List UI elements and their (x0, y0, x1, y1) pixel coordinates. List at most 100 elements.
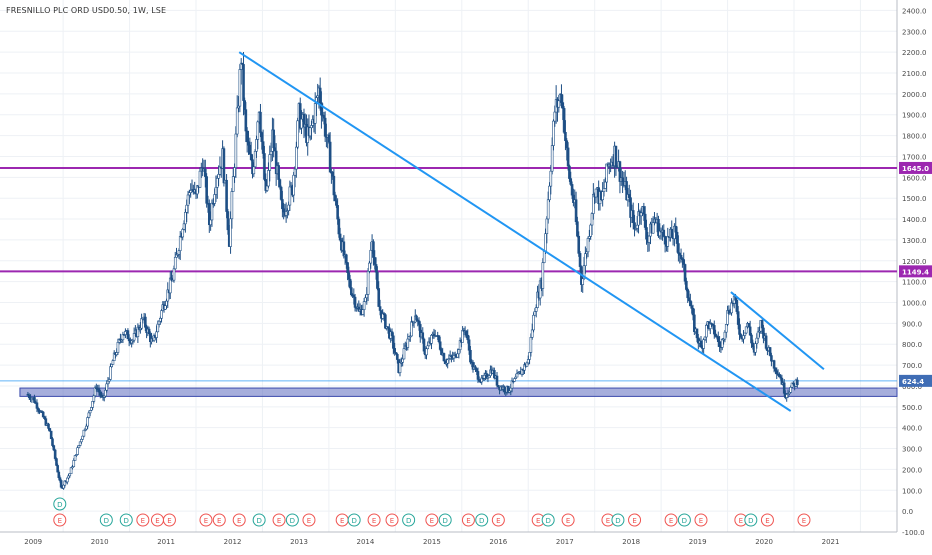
candle-body (165, 300, 168, 306)
candle-body (438, 341, 442, 350)
candle-body (421, 332, 425, 340)
candle-body (308, 127, 312, 137)
candle-body (686, 289, 690, 299)
candle-body (264, 179, 268, 191)
current-price-label: 624.4 (902, 378, 924, 386)
candle-body (378, 306, 382, 311)
candle-body (747, 323, 751, 328)
trend-line (238, 51, 792, 412)
candle-body (293, 168, 297, 176)
candle-body (33, 397, 36, 403)
candle-body (401, 358, 404, 363)
event-marker-label: D (406, 517, 411, 525)
candle-body (402, 348, 406, 360)
candle-body (730, 302, 733, 314)
event-marker-label: E (372, 517, 376, 525)
candle-body (677, 243, 680, 254)
candle-body (748, 326, 752, 336)
event-marker-earnings (425, 513, 439, 527)
candle-body (105, 383, 109, 391)
level-price-label-bg (899, 161, 932, 174)
x-tick-label: 2014 (357, 538, 375, 546)
candle-body (361, 309, 365, 315)
y-tick-label: 1700.0 (902, 153, 927, 161)
candle-body (178, 235, 182, 251)
candle-body (398, 362, 402, 373)
candle-body (545, 218, 549, 234)
event-marker-earnings (694, 513, 708, 527)
candle-body (718, 341, 721, 347)
candle-body (247, 141, 250, 146)
event-marker-label: E (430, 517, 434, 525)
event-marker-earnings (491, 513, 505, 527)
candle-body (288, 186, 292, 206)
event-marker-label: D (442, 517, 447, 525)
candle-body (127, 338, 131, 342)
event-marker-label: E (277, 517, 281, 525)
candle-body (754, 343, 757, 353)
candle-body (160, 310, 163, 319)
candle-body (534, 307, 538, 312)
event-marker-label: D (479, 517, 484, 525)
candle-body (53, 449, 57, 459)
event-marker-label: E (237, 517, 241, 525)
candle-body (743, 332, 747, 336)
y-tick-label: 1300.0 (902, 237, 927, 245)
candle-body (313, 103, 317, 124)
candle-body (295, 146, 298, 170)
candle-body (282, 208, 285, 213)
candle-body (259, 111, 262, 133)
x-tick-label: 2011 (157, 538, 175, 546)
candle-body (80, 438, 83, 443)
x-tick-label: 2019 (689, 538, 707, 546)
candle-body (683, 264, 687, 282)
candle-body (172, 268, 176, 281)
candle-body (185, 204, 189, 213)
candle-body (552, 120, 555, 146)
candle-body (685, 280, 688, 290)
candle-body (437, 335, 441, 343)
y-tick-label: 1100.0 (902, 279, 927, 287)
candle-body (51, 438, 54, 446)
event-marker-earnings (136, 513, 150, 527)
y-tick-label: 1600.0 (902, 174, 927, 182)
candle-body (714, 333, 717, 337)
candle-body (509, 387, 513, 392)
event-marker-label: E (566, 517, 570, 525)
event-marker-dividend (438, 513, 452, 527)
candle-body (475, 368, 479, 372)
candle-body (222, 148, 226, 184)
event-marker-label: E (699, 517, 703, 525)
candle-body (469, 349, 472, 363)
event-marker-label: E (536, 517, 540, 525)
candle-body (65, 477, 69, 483)
event-marker-dividend (475, 513, 489, 527)
candle-body (252, 166, 256, 175)
candle-body (456, 353, 459, 358)
candle-body (548, 185, 551, 201)
candle-body (465, 330, 468, 336)
event-marker-label: E (802, 517, 806, 525)
event-marker-dividend (252, 513, 266, 527)
y-tick-label: 1500.0 (902, 195, 927, 203)
event-marker-label: D (57, 501, 62, 509)
candle-body (73, 455, 77, 461)
candle-body (789, 386, 792, 393)
candle-body (69, 467, 73, 475)
y-tick-label: -100.0 (902, 529, 925, 537)
candle-body (755, 337, 759, 344)
candle-body (49, 430, 53, 440)
candle-body (253, 150, 257, 168)
event-marker-earnings (199, 513, 213, 527)
candle-body (86, 417, 89, 427)
candle-body (374, 264, 378, 273)
candle-body (336, 205, 339, 220)
candle-body (106, 380, 110, 385)
event-marker-dividend (53, 497, 67, 511)
candle-body (111, 360, 115, 365)
candle-body (366, 270, 370, 295)
candle-body (209, 219, 212, 226)
candle-body (85, 425, 88, 430)
